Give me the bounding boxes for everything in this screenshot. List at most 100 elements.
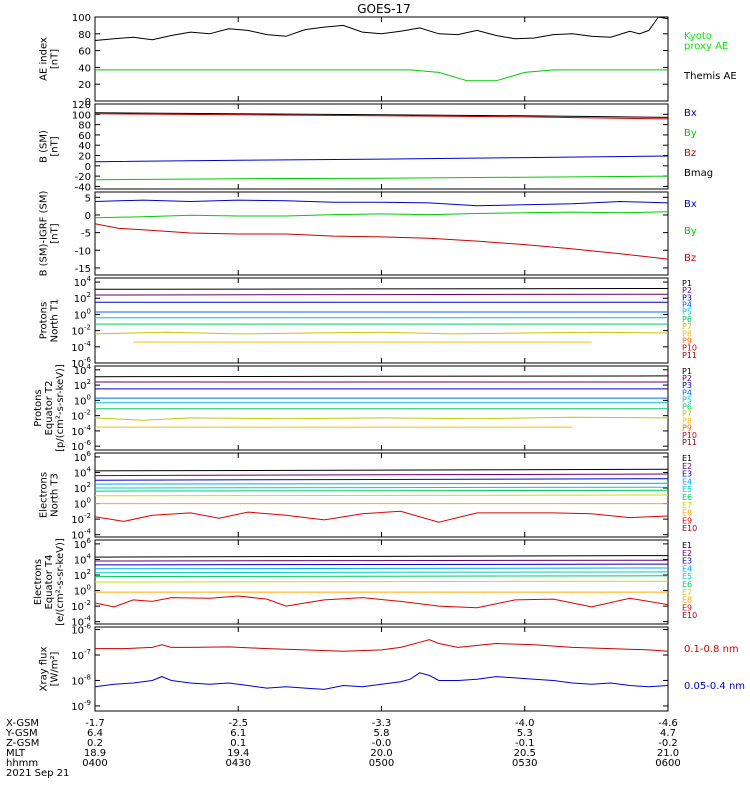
y-axis-label-bsm-1: [nT]	[50, 136, 61, 156]
legend-pe-5: P6	[682, 402, 692, 411]
panel-frame-pn	[94, 277, 669, 364]
legend-pn-7: P8	[682, 329, 692, 338]
series-line-pn-0	[94, 288, 669, 290]
ephemeris-value-4-3: 0530	[512, 758, 537, 769]
ephemeris-value-1-2: 5.8	[374, 728, 390, 739]
legend-pn-1: P2	[682, 286, 692, 295]
y-tick-label-en-2: 100	[74, 497, 91, 511]
legend-bigrf-1: By	[684, 226, 697, 237]
series-line-bsm-3	[94, 175, 669, 181]
legend-ee-7: E8	[682, 596, 692, 605]
y-tick-label-xray-3: 10-6	[71, 623, 91, 637]
legend-pe-10: P11	[682, 438, 697, 447]
series-line-en-5	[94, 489, 669, 492]
y-tick-label-pe-2: 10-2	[71, 409, 91, 423]
legend-en-4: E5	[682, 485, 692, 494]
legend-en-3: E4	[682, 477, 692, 486]
legend-pe-6: P7	[682, 410, 692, 419]
series-line-en-8	[94, 510, 669, 523]
y-tick-label-pe-4: 102	[74, 378, 91, 392]
y-tick-label-ae-5: 100	[72, 13, 91, 24]
y-tick-label-bsm-7: 100	[72, 110, 91, 121]
ephemeris-value-0-1: -2.5	[228, 718, 248, 729]
legend-ee-6: E7	[682, 588, 692, 597]
legend-pe-0: P1	[682, 367, 692, 376]
legend-ee-4: E5	[682, 572, 692, 581]
series-line-ae-0	[95, 69, 668, 82]
y-tick-label-ee-5: 106	[74, 537, 92, 551]
series-line-en-6	[94, 494, 669, 497]
legend-en-8: E9	[682, 516, 692, 525]
y-tick-label-bsm-2: 0	[85, 162, 91, 173]
y-axis-label-bigrf-0: B (SM)-IGRF (SM)	[39, 191, 50, 277]
legend-bsm-0: Bx	[684, 108, 697, 119]
y-tick-label-pe-3: 100	[74, 393, 91, 407]
legend-pn-3: P4	[682, 301, 692, 310]
y-axis-label-en-1: North T3	[50, 473, 61, 517]
legend-xray-0: 0.1-0.8 nm	[684, 644, 739, 655]
legend-bsm-2: Bz	[684, 148, 696, 159]
series-line-ee-5	[94, 575, 669, 578]
legend-pe-7: P8	[682, 417, 692, 426]
ephemeris-value-0-4: -4.6	[658, 718, 678, 729]
y-tick-label-xray-2: 10-7	[71, 648, 91, 662]
series-line-ee-0	[94, 555, 669, 558]
ephemeris-value-3-0: 18.9	[84, 748, 106, 759]
series-line-en-2	[94, 478, 669, 481]
legend-bsm-3: Bmag	[684, 168, 713, 179]
legend-ee-1: E2	[682, 549, 692, 558]
series-line-ee-3	[94, 567, 669, 570]
series-line-bsm-1	[94, 113, 669, 120]
y-tick-label-en-1: 10-2	[71, 512, 91, 526]
legend-pn-2: P3	[682, 293, 692, 302]
y-tick-label-ee-4: 104	[74, 552, 92, 566]
ephemeris-value-2-2: -0.0	[372, 738, 392, 749]
ephemeris-value-1-1: 6.1	[230, 728, 246, 739]
ephemeris-value-4-4: 0600	[655, 758, 680, 769]
series-line-en-1	[94, 473, 669, 477]
y-tick-label-en-5: 106	[74, 450, 92, 464]
legend-pn-0: P1	[682, 279, 692, 288]
y-tick-label-xray-0: 10-9	[71, 699, 91, 713]
date-label: 2021 Sep 21	[6, 768, 69, 779]
legend-bsm-1: By	[684, 128, 697, 139]
ephemeris-value-4-0: 0400	[82, 758, 107, 769]
ephemeris-value-3-3: 20.5	[514, 748, 536, 759]
series-line-ee-6	[94, 580, 669, 583]
y-tick-label-bsm-8: 120	[72, 100, 91, 111]
legend-en-0: E1	[682, 454, 692, 463]
y-tick-label-bigrf-0: -15	[75, 264, 91, 275]
y-tick-label-bsm-1: -20	[75, 172, 91, 183]
ephemeris-label-1: Y-GSM	[5, 728, 38, 739]
legend-pe-4: P5	[682, 395, 692, 404]
series-line-bsm-0	[94, 112, 669, 118]
y-tick-label-bsm-4: 40	[78, 141, 91, 152]
series-line-xray-1	[94, 672, 669, 690]
y-tick-label-ee-3: 102	[74, 568, 91, 582]
ephemeris-value-0-3: -4.0	[515, 718, 535, 729]
series-line-ee-8	[94, 595, 669, 609]
y-tick-label-bigrf-4: 5	[85, 193, 91, 204]
legend-bigrf-2: Bz	[684, 253, 696, 264]
panel-frame-ae	[94, 16, 669, 102]
series-line-xray-0	[95, 639, 669, 652]
y-tick-label-bigrf-1: -10	[75, 246, 91, 257]
y-tick-label-pn-2: 10-2	[71, 324, 91, 338]
series-line-en-3	[94, 482, 669, 485]
y-axis-label-ae-1: [nT]	[50, 49, 61, 69]
panel-frame-xray	[94, 626, 669, 712]
y-tick-label-ae-1: 20	[78, 80, 91, 91]
legend-ee-0: E1	[682, 541, 692, 550]
series-line-pe-0	[94, 375, 669, 378]
ephemeris-value-3-4: 21.0	[657, 748, 679, 759]
y-tick-label-bsm-3: 20	[78, 152, 91, 163]
legend-xray-1: 0.05-0.4 nm	[684, 681, 745, 692]
series-line-pe-6	[94, 416, 669, 421]
y-tick-label-pn-3: 100	[74, 307, 91, 321]
y-tick-label-ae-2: 40	[78, 63, 91, 74]
y-axis-label-bigrf-1: [nT]	[50, 223, 61, 243]
legend-ee-8: E9	[682, 603, 692, 612]
series-line-bigrf-1	[94, 211, 669, 219]
y-axis-label-xray-0: Xray flux	[39, 647, 50, 692]
